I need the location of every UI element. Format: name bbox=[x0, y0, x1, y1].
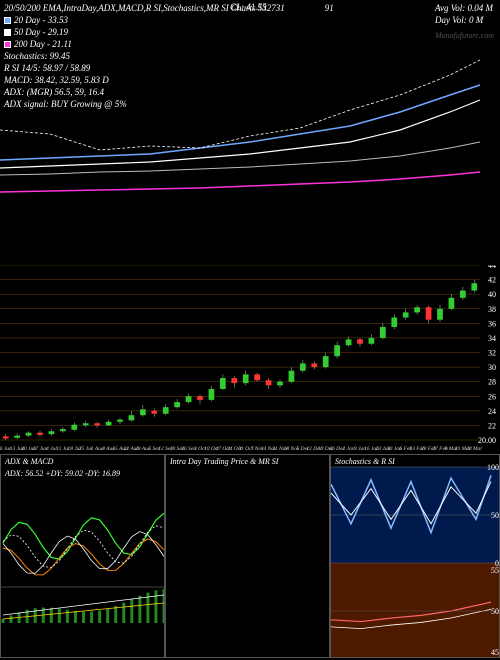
sub3-title: Stochastics & R SI bbox=[335, 457, 395, 466]
intraday-panel: Intra Day Trading Price & MR SI bbox=[165, 454, 330, 658]
svg-text:32: 32 bbox=[488, 349, 496, 358]
ema-panel bbox=[0, 0, 500, 265]
candle-panel: 20.002224262830323436384042446 Jun13 Jun… bbox=[0, 265, 500, 450]
svg-text:36: 36 bbox=[488, 319, 496, 328]
svg-text:22: 22 bbox=[488, 421, 496, 430]
svg-text:30: 30 bbox=[488, 363, 496, 372]
bottom-panels: ADX & MACD ADX: 56.52 +DY: 59.02 -DY: 16… bbox=[0, 454, 500, 658]
sub2-title: Intra Day Trading Price & MR SI bbox=[170, 457, 278, 466]
adx-macd-panel: ADX & MACD ADX: 56.52 +DY: 59.02 -DY: 16… bbox=[0, 454, 165, 658]
svg-text:28: 28 bbox=[488, 378, 496, 387]
svg-text:44: 44 bbox=[488, 265, 496, 270]
sub1-title: ADX & MACD bbox=[5, 457, 53, 466]
svg-text:50: 50 bbox=[491, 511, 499, 520]
svg-text:55: 55 bbox=[491, 566, 499, 575]
svg-text:42: 42 bbox=[488, 276, 496, 285]
svg-text:24: 24 bbox=[488, 407, 496, 416]
svg-text:100: 100 bbox=[487, 463, 499, 472]
stoch-rsi-panel: Stochastics & R SI 100500505545 bbox=[330, 454, 500, 658]
svg-text:40: 40 bbox=[488, 290, 496, 299]
svg-text:20 Mar: 20 Mar bbox=[466, 446, 483, 450]
svg-text:26: 26 bbox=[488, 392, 496, 401]
svg-text:38: 38 bbox=[488, 305, 496, 314]
svg-text:34: 34 bbox=[488, 334, 496, 343]
svg-text:50: 50 bbox=[491, 607, 499, 616]
sub1-adx-text: ADX: 56.52 +DY: 59.02 -DY: 16.89 bbox=[5, 469, 120, 478]
svg-text:45: 45 bbox=[491, 648, 499, 657]
svg-text:20.00: 20.00 bbox=[478, 436, 496, 445]
